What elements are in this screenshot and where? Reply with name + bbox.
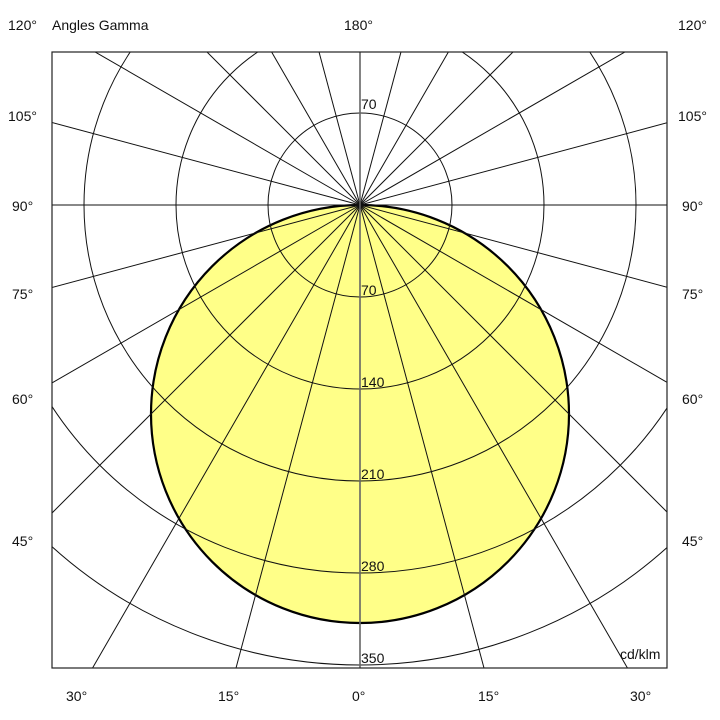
left-angle-label: 45° [12,533,34,549]
left-angle-label: 105° [8,108,37,124]
left-angle-label: 75° [12,286,34,302]
ring-label: 140 [361,374,385,390]
ring-label: 280 [361,558,385,574]
bottom-angle-label: 15° [218,688,240,704]
right-angle-label: 75° [682,286,704,302]
ring-label: 70 [361,96,377,112]
right-angle-label: 105° [678,108,707,124]
bottom-angle-label: 30° [630,688,652,704]
left-angle-label: 60° [12,391,34,407]
chart-frame [51,51,668,669]
right-angle-label: 45° [682,533,704,549]
bottom-angle-label: 0° [352,688,366,704]
left-angle-label: 120° [8,17,37,33]
chart-title: Angles Gamma [52,17,149,33]
ring-label: 350 [361,650,385,666]
right-angle-label: 90° [682,198,704,214]
top-angle-label: 180° [344,17,373,33]
bottom-angle-label: 30° [66,688,88,704]
left-angle-label: 90° [12,198,34,214]
ring-label: 210 [361,466,385,482]
right-angle-label: 60° [682,391,704,407]
ring-label: 70 [361,282,377,298]
bottom-angle-label: 15° [478,688,500,704]
right-angle-label: 120° [678,17,707,33]
unit-label: cd/klm [620,646,661,662]
